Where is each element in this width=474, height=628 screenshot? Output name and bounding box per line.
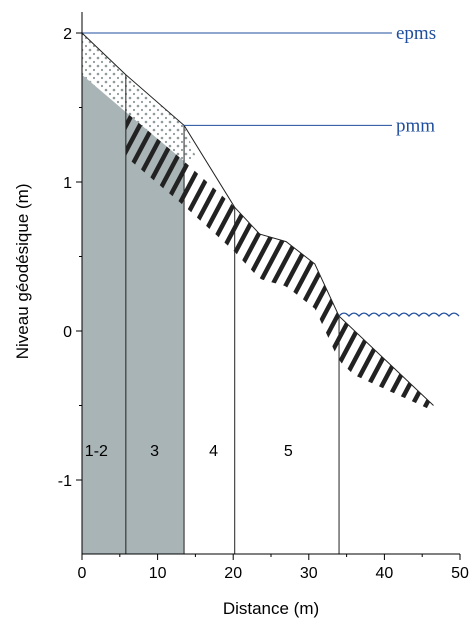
y-tick-label: -1 <box>58 473 72 490</box>
x-tick-label: 50 <box>451 565 469 582</box>
zone-label: 3 <box>150 443 159 460</box>
epms-label: epms <box>396 23 436 44</box>
zone-label: 1-2 <box>85 443 108 460</box>
y-tick-label: 0 <box>63 324 72 341</box>
x-tick-label: 10 <box>149 565 167 582</box>
x-tick-label: 40 <box>376 565 394 582</box>
y-axis-ticks: 2 1 0 -1 <box>58 26 82 490</box>
substrate-block <box>82 74 185 554</box>
zone-boundary-lines <box>125 74 340 554</box>
x-tick-label: 20 <box>224 565 242 582</box>
pmm-label: pmm <box>396 115 435 136</box>
x-axis-ticks: 0 10 20 30 40 50 <box>78 554 469 582</box>
water-surface-wave <box>338 312 460 318</box>
x-tick-label: 30 <box>300 565 318 582</box>
zone-label: 5 <box>284 443 293 460</box>
zone-label: 4 <box>209 443 218 460</box>
beach-profile-line <box>81 32 434 406</box>
x-axis-title: Distance (m) <box>223 599 319 618</box>
y-tick-label: 1 <box>63 175 72 192</box>
y-tick-label: 2 <box>63 26 72 43</box>
x-tick-label: 0 <box>78 565 87 582</box>
y-axis-title: Niveau géodésique (m) <box>13 184 32 360</box>
dotted-sediment-layer <box>82 33 197 162</box>
hatched-sediment-band <box>125 112 434 412</box>
